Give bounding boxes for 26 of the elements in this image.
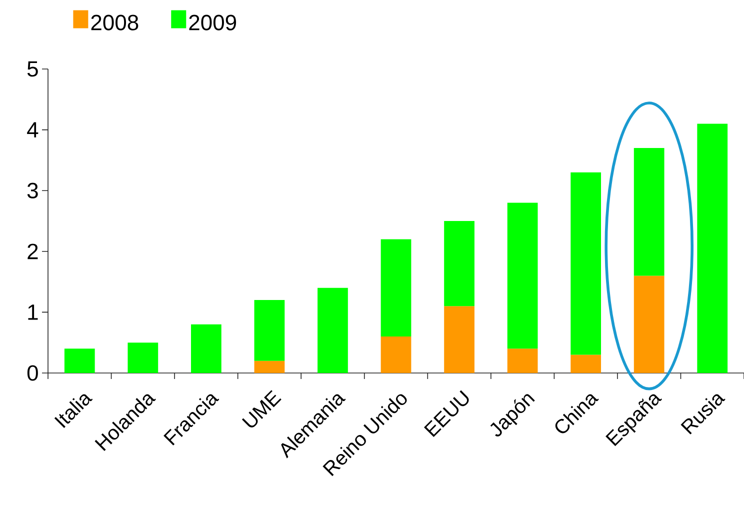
bar xyxy=(444,221,474,306)
x-tick-label: Italia xyxy=(54,394,93,428)
legend-label: 2009 xyxy=(189,14,236,30)
y-tick-label: 2 xyxy=(28,244,38,260)
bar xyxy=(634,148,664,276)
bar xyxy=(380,336,412,373)
bar xyxy=(697,124,728,373)
bar xyxy=(507,202,538,349)
y-tick-label: 5 xyxy=(27,61,38,77)
bar xyxy=(380,239,412,337)
bar xyxy=(634,276,664,373)
y-tick-label: 1 xyxy=(28,304,38,320)
y-tick-label: 4 xyxy=(27,122,38,138)
bar xyxy=(254,300,285,361)
bar xyxy=(507,348,538,373)
bar xyxy=(570,172,602,355)
bar xyxy=(254,360,285,373)
bar xyxy=(318,288,348,373)
bar xyxy=(64,348,95,373)
legend-label: 2008 xyxy=(91,14,138,30)
bar xyxy=(444,306,474,373)
bar xyxy=(128,342,158,373)
y-tick-label: 3 xyxy=(27,182,38,198)
y-tick-label: 0 xyxy=(27,365,38,381)
bar xyxy=(191,324,222,373)
bar xyxy=(570,354,602,373)
